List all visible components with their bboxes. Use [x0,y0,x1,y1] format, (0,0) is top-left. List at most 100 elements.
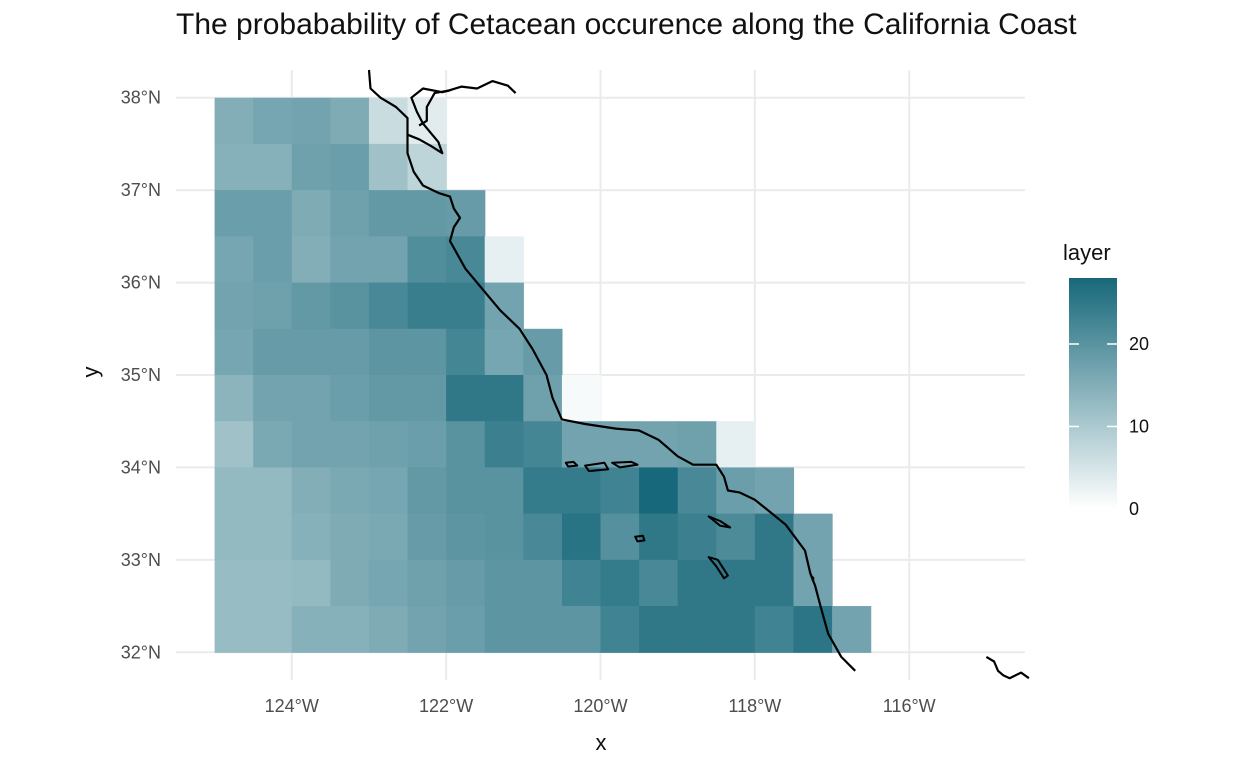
heatmap-cell [330,467,370,515]
legend-ticks: 0 10 20 [1069,334,1149,519]
y-tick-label: 36°N [121,273,161,293]
heatmap-cell [484,282,524,330]
x-axis-title: x [596,730,607,755]
heatmap-cell [330,282,370,330]
heatmap-cell [523,559,563,607]
heatmap-cell [484,606,524,653]
heatmap-cell [253,559,293,607]
heatmap-cell [368,328,409,376]
heatmap-cell [561,375,602,422]
legend: layer 0 10 20 [1063,240,1149,519]
y-tick-label: 34°N [121,457,161,477]
heatmap-cell [407,513,447,561]
heatmap-cell [368,606,409,653]
heatmap-cell [754,513,795,561]
heatmap-cell [484,513,524,561]
heatmap-cell [561,467,602,515]
heatmap-cell [330,328,370,376]
heatmap-cell [368,421,409,469]
x-tick-label: 124°W [265,696,319,716]
chart-title: The probabability of Cetacean occurence … [176,8,1077,41]
heatmap-cell [330,143,370,191]
legend-tick-label: 0 [1129,499,1139,519]
heatmap-cell [600,513,640,561]
heatmap-cell [330,190,370,237]
heatmap-cell [214,328,254,376]
heatmap-cell [253,606,293,653]
heatmap-cell [330,236,370,284]
heatmap-cell [561,421,602,469]
heatmap-cell [639,513,679,561]
heatmap-cell [291,606,331,653]
heatmap-cell [407,328,447,376]
heatmap-cell [407,606,447,653]
heatmap-cell [253,236,293,284]
heatmap-cell [484,421,524,469]
heatmap-cell [214,236,254,284]
heatmap-cell [253,375,293,422]
heatmap-cell [368,236,409,284]
heatmap-cell [407,236,447,284]
bay-outline [407,87,452,155]
island-outline [707,556,729,580]
heatmap-cell [446,375,486,422]
y-axis-title: y [78,367,103,378]
heatmap-cell [253,467,293,515]
delta-outline [445,79,517,94]
y-axis-ticks: 38°N 37°N 36°N 35°N 34°N 33°N 32°N [121,88,161,663]
heatmap-cell [407,375,447,422]
heatmap-cell [330,559,370,607]
heatmap-cells [214,97,872,653]
mexico-coast-path [985,655,1030,680]
x-axis-ticks: 124°W 122°W 120°W 118°W 116°W [265,696,936,716]
heatmap-cell [368,282,409,330]
heatmap-cell [407,282,447,330]
heatmap-cell [484,559,524,607]
heatmap-cell [253,421,293,469]
island-outline [584,461,610,473]
heatmap-cell [407,190,447,237]
heatmap-cell [407,421,447,469]
heatmap-cell [368,375,409,422]
heatmap-cell [291,328,331,376]
heatmap-cell [754,467,795,515]
heatmap-cell [368,97,409,145]
heatmap-cell [291,282,331,330]
y-tick-label: 33°N [121,550,161,570]
heatmap-cell [523,421,563,469]
heatmap-cell [253,328,293,376]
legend-title: layer [1063,240,1111,265]
heatmap-cell [214,143,254,191]
heatmap-cell [754,606,795,653]
heatmap-cell [639,606,679,653]
heatmap-cell [330,606,370,653]
heatmap-cell [716,421,756,469]
heatmap-cell [291,236,331,284]
heatmap-cell [291,513,331,561]
heatmap-cell [291,97,331,145]
heatmap-cell [291,375,331,422]
y-tick-label: 32°N [121,642,161,662]
heatmap-cell [368,513,409,561]
heatmap-cell [253,143,293,191]
coastline-path [367,69,856,672]
heatmap-cell [677,467,717,515]
heatmap-cell [446,467,486,515]
heatmap-cell [446,282,486,330]
heatmap-cell [214,559,254,607]
heatmap-cell [253,190,293,237]
heatmap-cell [523,513,563,561]
heatmap-cell [291,143,331,191]
heatmap-cell [253,97,293,145]
legend-colorbar [1069,278,1117,509]
heatmap-cell [716,513,756,561]
heatmap-cell [793,513,833,561]
heatmap-cell [561,559,602,607]
y-tick-label: 37°N [121,180,161,200]
heatmap-cell [446,559,486,607]
heatmap-cell [407,467,447,515]
heatmap-cell [754,559,795,607]
heatmap-cell [600,606,640,653]
heatmap-cell [523,606,563,653]
